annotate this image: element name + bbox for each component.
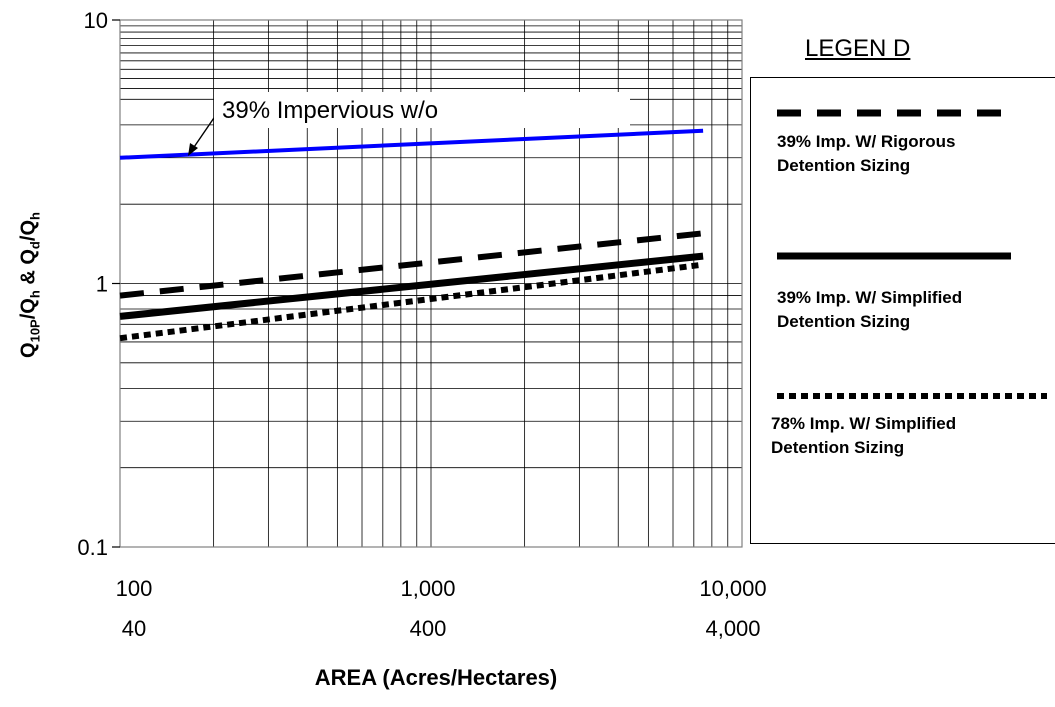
series-line-imp78: [119, 261, 704, 342]
legend-swatch-imp78: [777, 393, 1047, 399]
annotation-text: 39% Impervious w/o: [222, 97, 438, 124]
legend-swatch-simplified: [777, 252, 1011, 260]
x-tick-sublabel: 400: [410, 616, 447, 641]
annotation-arrow-head: [188, 143, 198, 156]
x-tick-label: 1,000: [400, 576, 455, 601]
legend-label-rigorous: 39% Imp. W/ Rigorous Detention Sizing: [777, 132, 956, 175]
y-label-sub: h: [27, 290, 43, 299]
y-label-part: /Q: [17, 219, 40, 242]
x-tick-label: 10,000: [699, 576, 766, 601]
legend: 39% Imp. W/ Rigorous Detention Sizing 39…: [750, 77, 1055, 544]
annotation-box: [214, 92, 630, 128]
legend-swatch-rigorous: [777, 109, 1011, 117]
y-label-part: /Q: [17, 298, 40, 320]
legend-title: LEGEN D: [805, 35, 911, 62]
series-line-impervious: [119, 128, 704, 160]
y-label-part: Q: [17, 342, 40, 358]
y-label-sub: h: [27, 212, 43, 220]
y-label-sub: 10P: [27, 319, 43, 343]
series-line-simplified: [119, 252, 704, 320]
x-tick-labels: 100 40 1,000 400 10,000 4,000: [116, 576, 767, 641]
series-lines: [119, 128, 704, 342]
annotation-arrow-line: [191, 111, 219, 151]
x-axis-title: AREA (Acres/Hectares): [314, 665, 558, 690]
series-line-rigorous: [119, 230, 704, 299]
y-axis-ticks: 10 1 0.1: [77, 8, 120, 560]
y-tick-label: 1: [96, 272, 108, 297]
x-tick-sublabel: 40: [122, 616, 146, 641]
y-label-part: & Q: [17, 249, 40, 291]
x-tick-sublabel: 4,000: [705, 616, 760, 641]
y-tick-label: 0.1: [77, 535, 108, 560]
y-label-sub: d: [27, 241, 43, 250]
legend-label-imp78: 78% Imp. W/ Simplified Detention Sizing: [771, 414, 957, 457]
legend-label-simplified: 39% Imp. W/ Simplified Detention Sizing: [777, 288, 963, 331]
y-axis-title: Q10P/Qh & Qd/Qh: [18, 212, 43, 358]
y-tick-label: 10: [84, 8, 108, 33]
annotation: 39% Impervious w/o: [188, 92, 630, 156]
x-tick-label: 100: [116, 576, 153, 601]
